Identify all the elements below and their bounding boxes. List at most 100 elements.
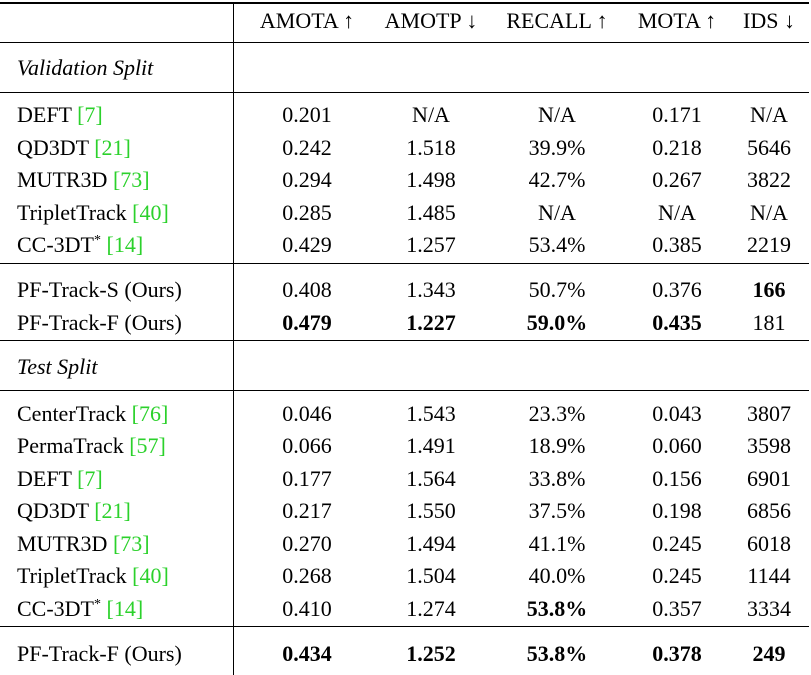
value-cell: 40.0% bbox=[528, 563, 586, 588]
value-cell: 0.171 bbox=[652, 102, 702, 127]
value-cell: 3807 bbox=[747, 400, 791, 426]
value-cell: 181 bbox=[752, 309, 786, 335]
value-cell: 0.046 bbox=[282, 400, 332, 426]
method-name: QD3DT bbox=[17, 134, 89, 160]
citation: [21] bbox=[94, 134, 131, 160]
value-cell: 39.9% bbox=[528, 134, 586, 160]
superscript: * bbox=[94, 232, 101, 248]
column-header: RECALL ↑ bbox=[506, 8, 608, 33]
value-cell: 0.177 bbox=[282, 465, 332, 491]
value-cell: 0.268 bbox=[282, 563, 332, 588]
value-cell: 53.8% bbox=[526, 640, 588, 666]
method-name: TripletTrack bbox=[17, 199, 127, 225]
value-cell: 50.7% bbox=[528, 277, 586, 302]
column-header: MOTA ↑ bbox=[637, 8, 717, 33]
value-cell: 1.518 bbox=[406, 134, 456, 160]
method-name: PF-Track-F (Ours) bbox=[17, 309, 182, 335]
value-cell: 3334 bbox=[747, 595, 791, 621]
value-cell: 0.242 bbox=[282, 134, 332, 160]
rule bbox=[0, 626, 809, 627]
column-divider bbox=[233, 3, 234, 675]
value-cell: 3822 bbox=[747, 167, 791, 192]
value-cell: 18.9% bbox=[528, 433, 586, 458]
value-cell: 6901 bbox=[747, 465, 791, 491]
value-cell: 0.270 bbox=[282, 530, 332, 556]
value-cell: 0.410 bbox=[282, 595, 332, 621]
value-cell: N/A bbox=[750, 102, 788, 127]
rule bbox=[0, 262, 809, 264]
value-cell: 0.435 bbox=[652, 309, 702, 335]
value-cell: 0.217 bbox=[282, 498, 332, 523]
value-cell: 0.201 bbox=[282, 102, 332, 127]
rule bbox=[0, 390, 809, 391]
method-name: DEFT bbox=[17, 102, 72, 127]
value-cell: 1.343 bbox=[406, 277, 456, 302]
value-cell: 59.0% bbox=[526, 309, 588, 335]
value-cell: 1.564 bbox=[406, 465, 456, 491]
method-name: QD3DT bbox=[17, 498, 89, 523]
value-cell: 1144 bbox=[747, 563, 791, 588]
value-cell: 0.198 bbox=[652, 498, 702, 523]
method-cell: CenterTrack [76] bbox=[17, 400, 169, 426]
method-cell: PermaTrack [57] bbox=[17, 435, 166, 457]
column-header: AMOTA ↑ bbox=[259, 8, 355, 33]
value-cell: 1.485 bbox=[406, 199, 456, 225]
value-cell: 1.274 bbox=[406, 595, 456, 621]
method-cell: MUTR3D [73] bbox=[17, 530, 150, 556]
value-cell: N/A bbox=[538, 102, 576, 127]
value-cell: 3598 bbox=[747, 433, 791, 458]
method-cell: QD3DT [21] bbox=[17, 134, 131, 160]
value-cell: 53.8% bbox=[526, 595, 588, 621]
method-name: CC-3DT bbox=[17, 232, 94, 258]
value-cell: N/A bbox=[412, 102, 450, 127]
value-cell: 1.543 bbox=[406, 400, 456, 426]
value-cell: 41.1% bbox=[528, 530, 586, 556]
method-name: MUTR3D bbox=[17, 167, 108, 192]
citation: [73] bbox=[112, 530, 150, 556]
value-cell: 0.385 bbox=[652, 232, 702, 257]
value-cell: 166 bbox=[752, 277, 786, 302]
value-cell: 0.429 bbox=[282, 232, 332, 257]
rule bbox=[0, 91, 809, 93]
rule bbox=[0, 340, 809, 341]
method-cell: PF-Track-F (Ours) bbox=[17, 309, 182, 335]
value-cell: 2219 bbox=[747, 232, 791, 257]
method-cell: TripletTrack [40] bbox=[17, 565, 169, 587]
method-name: PermaTrack bbox=[17, 433, 124, 458]
citation: [7] bbox=[77, 102, 103, 127]
value-cell: 0.066 bbox=[282, 433, 332, 458]
value-cell: 0.043 bbox=[652, 400, 702, 426]
citation: [7] bbox=[77, 465, 103, 491]
value-cell: 1.491 bbox=[406, 433, 456, 458]
value-cell: 0.060 bbox=[652, 433, 702, 458]
value-cell: 23.3% bbox=[528, 400, 586, 426]
method-name: PF-Track-S (Ours) bbox=[17, 277, 182, 302]
method-name: PF-Track-F (Ours) bbox=[17, 640, 182, 666]
method-cell: DEFT [7] bbox=[17, 465, 103, 491]
value-cell: N/A bbox=[658, 199, 696, 225]
method-cell: MUTR3D [73] bbox=[17, 169, 150, 191]
value-cell: 0.294 bbox=[282, 167, 332, 192]
citation: [40] bbox=[132, 563, 169, 588]
rule bbox=[0, 41, 809, 43]
section-title: Validation Split bbox=[17, 55, 154, 80]
citation: [40] bbox=[132, 199, 169, 225]
value-cell: 0.378 bbox=[652, 640, 702, 666]
column-header: IDS ↓ bbox=[743, 8, 795, 33]
method-cell: CC-3DT* [14] bbox=[17, 597, 143, 619]
value-cell: 1.227 bbox=[406, 309, 456, 335]
value-cell: 1.252 bbox=[406, 640, 456, 666]
value-cell: 53.4% bbox=[528, 232, 586, 257]
value-cell: 1.498 bbox=[406, 167, 456, 192]
value-cell: 0.245 bbox=[652, 530, 702, 556]
value-cell: 1.504 bbox=[406, 563, 456, 588]
value-cell: 6856 bbox=[747, 498, 791, 523]
citation: [73] bbox=[112, 167, 150, 192]
citation: [76] bbox=[131, 400, 169, 426]
value-cell: 1.550 bbox=[406, 498, 456, 523]
section-title: Test Split bbox=[17, 353, 98, 379]
value-cell: 5646 bbox=[747, 134, 791, 160]
method-cell: TripletTrack [40] bbox=[17, 199, 169, 225]
value-cell: 0.376 bbox=[652, 277, 702, 302]
